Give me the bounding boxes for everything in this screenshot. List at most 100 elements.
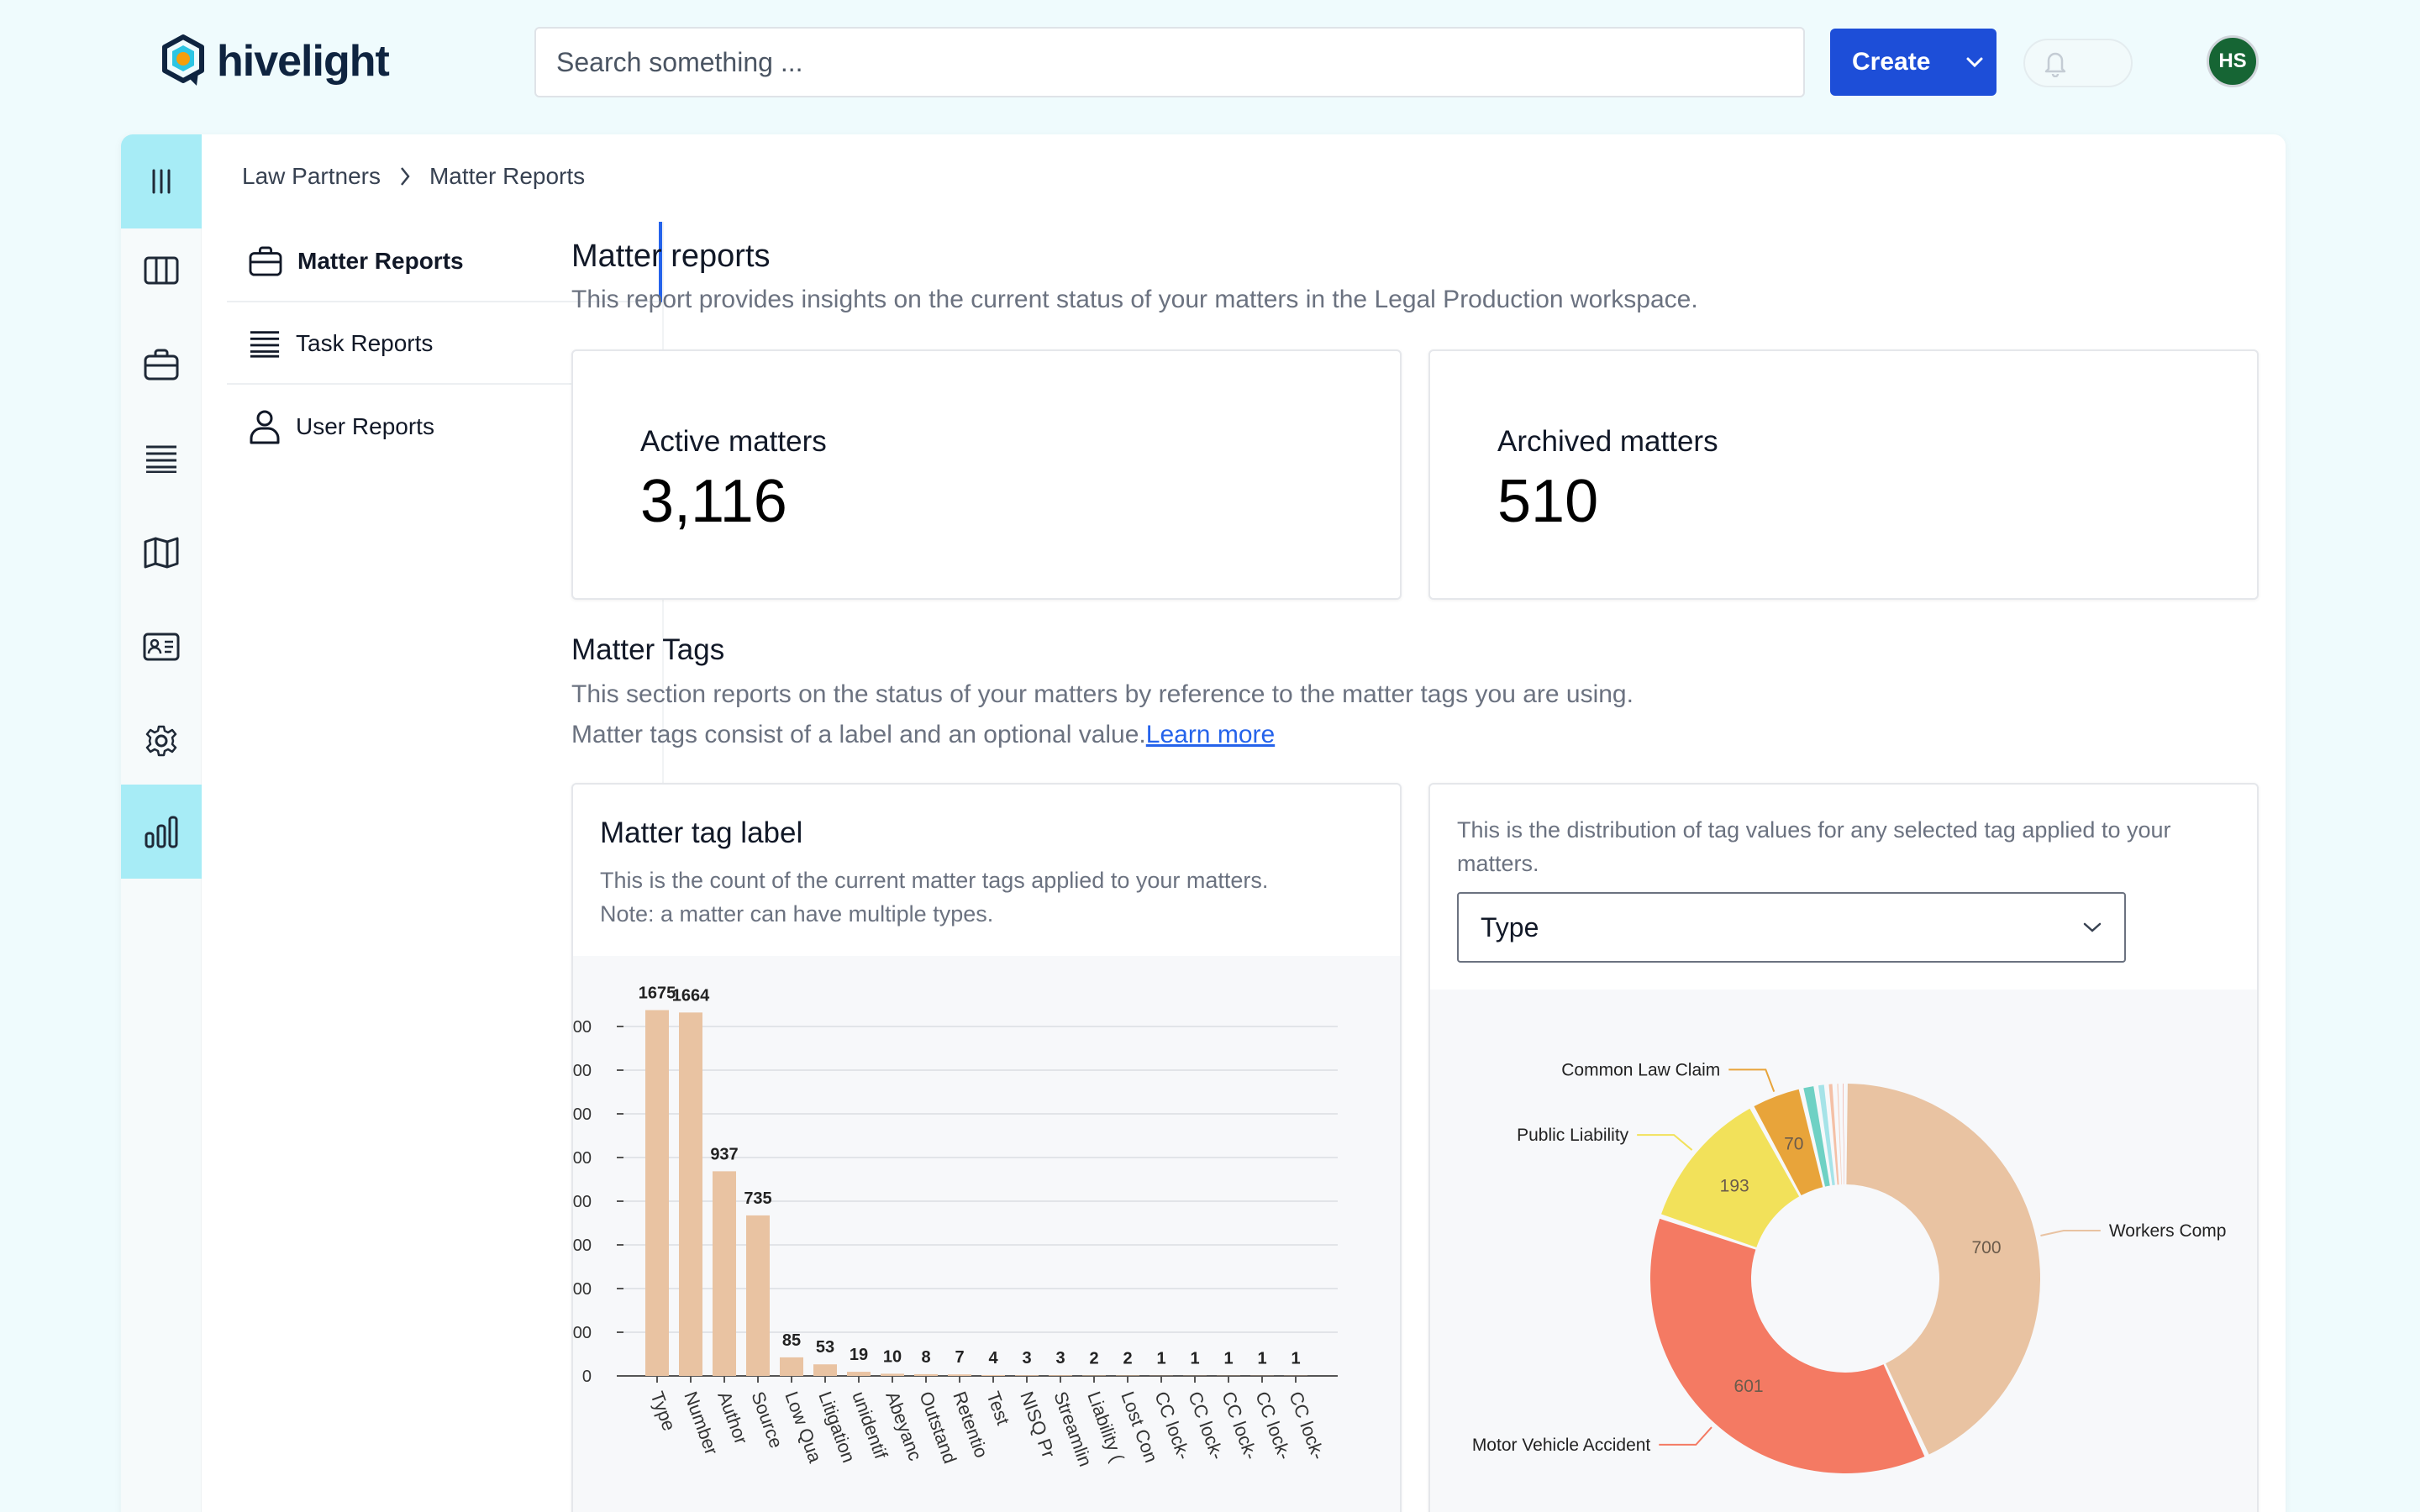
- y-tick-label: 00: [573, 1062, 592, 1080]
- report-subnav: Matter Reports Task Reports User Reports: [227, 222, 664, 1512]
- bar-data-label: 7: [955, 1348, 964, 1367]
- donut-slice[interactable]: [1837, 1084, 1842, 1185]
- rail-tasks[interactable]: [121, 412, 202, 506]
- bar-data-label: 19: [850, 1346, 868, 1364]
- page-title: Matter reports: [571, 239, 771, 274]
- chevron-down-icon[interactable]: [1953, 56, 1996, 68]
- bar-data-label: 1: [1291, 1350, 1300, 1368]
- rail-map[interactable]: [121, 506, 202, 600]
- bar[interactable]: [780, 1357, 803, 1376]
- y-tick-label: 00: [573, 1149, 592, 1168]
- subnav-label: Task Reports: [296, 330, 434, 356]
- section-title: Matter Tags: [571, 633, 725, 666]
- rail-reports[interactable]: [121, 785, 202, 879]
- bar-data-label: 2: [1123, 1349, 1132, 1368]
- rail-settings[interactable]: [121, 694, 202, 788]
- x-tick-label: Type: [646, 1389, 680, 1433]
- create-button[interactable]: Create: [1830, 29, 1996, 96]
- panel-description: This is the count of the current matter …: [600, 864, 1373, 931]
- donut-slice[interactable]: [1818, 1084, 1835, 1186]
- panel-title: Matter tag label: [600, 816, 803, 849]
- donut-slice[interactable]: [1803, 1086, 1830, 1187]
- tag-value-panel: This is the distribution of tag values f…: [1428, 783, 2259, 1512]
- stat-card-active: Active matters 3,116: [571, 349, 1402, 600]
- bar-data-label: 3: [1022, 1349, 1031, 1368]
- user-icon: [250, 410, 280, 444]
- donut-slice[interactable]: [1846, 1084, 2040, 1455]
- bar-data-label: 53: [816, 1338, 834, 1357]
- slice-label: Workers Comp: [2109, 1221, 2227, 1241]
- bar[interactable]: [948, 1374, 971, 1376]
- breadcrumb-matter-reports: Matter Reports: [429, 163, 586, 189]
- breadcrumb-law-partners[interactable]: Law Partners: [242, 163, 381, 189]
- tag-label-panel: Matter tag label This is the count of th…: [571, 783, 1402, 1512]
- y-tick-label: 00: [573, 1236, 592, 1255]
- slice-value-label: 601: [1734, 1377, 1764, 1396]
- donut-slice[interactable]: [1754, 1089, 1823, 1196]
- bar[interactable]: [914, 1373, 938, 1376]
- slice-leader-line: [1728, 1068, 1776, 1092]
- stat-label: Archived matters: [1497, 425, 1718, 458]
- hivelight-logo-icon: [162, 34, 204, 86]
- bell-icon: [2044, 52, 2066, 77]
- bar-data-label: 1: [1190, 1350, 1199, 1368]
- stat-value: 510: [1497, 468, 1599, 535]
- bar-data-label: 2: [1089, 1349, 1098, 1368]
- list-icon: [146, 445, 176, 473]
- slice-leader-line: [2040, 1230, 2101, 1237]
- bar[interactable]: [746, 1215, 770, 1376]
- bar[interactable]: [679, 1012, 702, 1376]
- bar[interactable]: [1049, 1375, 1072, 1376]
- bar[interactable]: [881, 1373, 904, 1376]
- list-icon: [250, 331, 280, 358]
- subnav-task-reports[interactable]: Task Reports: [227, 304, 662, 385]
- x-tick-label: Author: [713, 1389, 752, 1446]
- bar[interactable]: [713, 1171, 736, 1376]
- bar-data-label: 937: [710, 1145, 738, 1163]
- learn-more-link[interactable]: Learn more: [1145, 721, 1276, 748]
- bar[interactable]: [1082, 1375, 1106, 1376]
- donut-chart: 700 Workers Comp 601 Motor Vehicle Accident…: [1472, 1060, 2227, 1473]
- search-input[interactable]: [534, 27, 1805, 97]
- bar[interactable]: [981, 1374, 1005, 1376]
- bar-data-label: 1: [1223, 1350, 1233, 1368]
- panel-description-line: This is the count of the current matter …: [600, 868, 1269, 893]
- x-tick-label: Source: [747, 1389, 786, 1451]
- bar[interactable]: [1015, 1375, 1039, 1376]
- notifications-toggle[interactable]: [2023, 39, 2133, 87]
- y-tick-label: 00: [573, 1018, 592, 1037]
- stat-label: Active matters: [640, 425, 827, 458]
- bar-chart-area: 00 00 00 00 00 00 00 00 0 1675 Type 1664 Number 937 Au…: [573, 956, 1400, 1512]
- sidebar-toggle-icon: [152, 169, 171, 194]
- subnav-user-reports[interactable]: User Reports: [227, 386, 662, 467]
- bar[interactable]: [645, 1010, 669, 1377]
- bar[interactable]: [1116, 1375, 1139, 1376]
- panel-description-line: Note: a matter can have multiple types.: [600, 901, 994, 927]
- slice-leader-line: [1637, 1134, 1693, 1151]
- panel-description: This is the distribution of tag values f…: [1457, 817, 2171, 876]
- donut-slice[interactable]: [1828, 1084, 1839, 1185]
- donut-slice[interactable]: [1650, 1218, 1925, 1473]
- bar[interactable]: [813, 1364, 837, 1376]
- rail-matters[interactable]: [121, 318, 202, 412]
- pie-chart-area: 700 Workers Comp 601 Motor Vehicle Accident…: [1430, 990, 2257, 1512]
- rail-board[interactable]: [121, 223, 202, 318]
- brand-name: hivelight: [217, 37, 390, 86]
- bar-data-label: 3: [1055, 1349, 1065, 1368]
- sidebar-toggle[interactable]: [121, 134, 202, 228]
- bar-data-label: 1: [1257, 1350, 1266, 1368]
- hivelight-logo[interactable]: hivelight: [160, 34, 390, 89]
- rail-contacts[interactable]: [121, 600, 202, 694]
- subnav-matter-reports[interactable]: Matter Reports: [227, 222, 662, 302]
- main-card: Law Partners Matter Reports Matter Repor…: [121, 134, 2286, 1512]
- donut-slice[interactable]: [1661, 1108, 1800, 1247]
- map-icon: [144, 537, 179, 569]
- page-subtitle: This report provides insights on the cur…: [571, 286, 1698, 313]
- donut-slice[interactable]: [1843, 1084, 1844, 1185]
- avatar[interactable]: HS: [2207, 35, 2259, 87]
- bar-data-label: 1664: [672, 986, 710, 1005]
- x-tick-label: Test: [982, 1389, 1013, 1427]
- bar[interactable]: [847, 1372, 871, 1376]
- stat-value: 3,116: [640, 468, 787, 535]
- tag-select[interactable]: Type: [1457, 892, 2126, 963]
